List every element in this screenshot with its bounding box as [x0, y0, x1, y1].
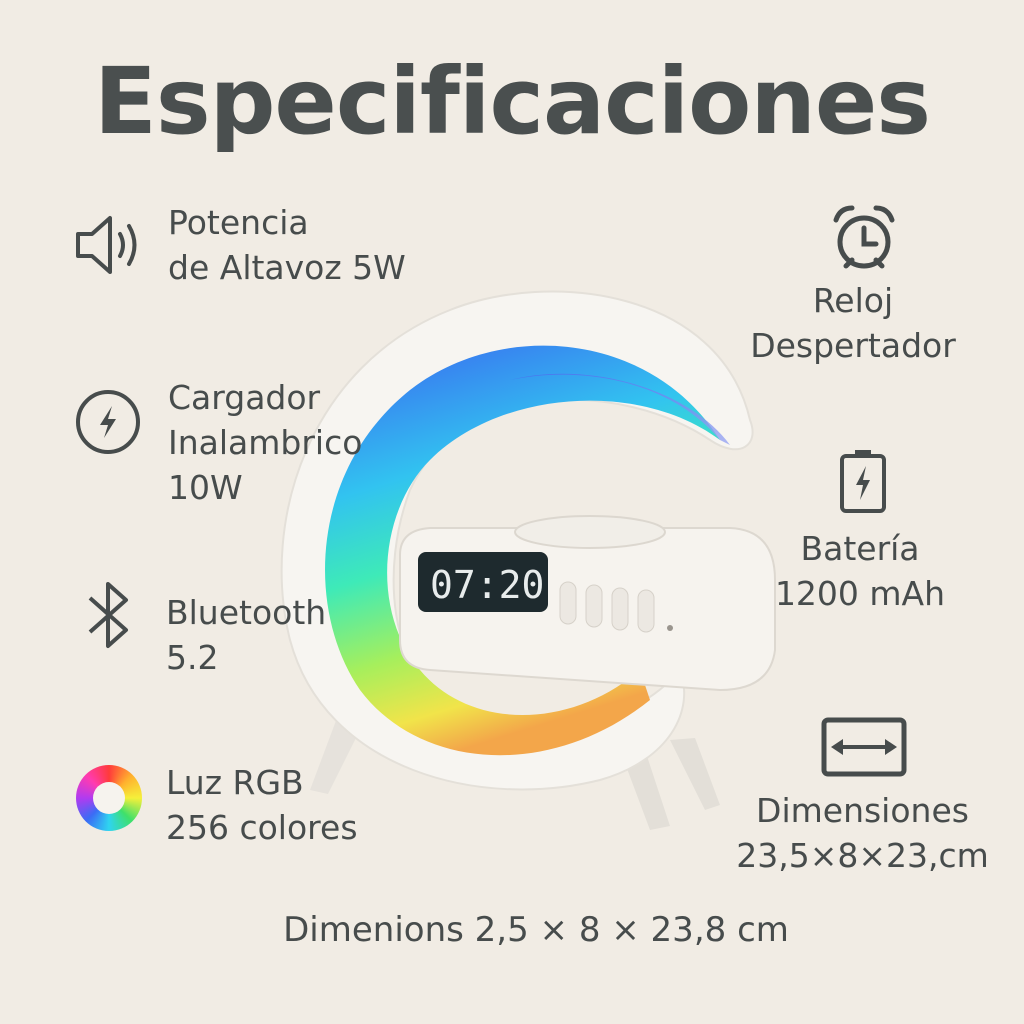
text-line: Inalambrico [168, 423, 363, 462]
text-line: 5.2 [166, 638, 219, 677]
page-title: Especificaciones [93, 48, 931, 155]
text-line: 256 colores [166, 808, 358, 847]
rgb-ring-icon [76, 765, 142, 831]
text-line: Cargador [168, 378, 321, 417]
leg [670, 738, 720, 810]
clock-button [611, 587, 629, 631]
footer-dimensions: Dimenions 2,5 × 8 × 23,8 cm [283, 910, 789, 950]
text-line: 1200 mAh [774, 574, 946, 613]
text-line: Despertador [750, 326, 956, 365]
text-line: Batería [800, 529, 920, 568]
speaker-icon [76, 216, 137, 274]
text-line: Bluetooth [166, 593, 327, 632]
battery-text: Batería 1200 mAh [750, 526, 970, 616]
rgb-light-text: Luz RGB 256 colores [166, 760, 358, 850]
battery-icon [840, 450, 886, 513]
text-line: Dimensiones [756, 791, 969, 830]
clock-button [559, 581, 577, 625]
clock-time: 07:20 [430, 563, 544, 607]
lightning-circle-icon [76, 390, 140, 454]
text-line: Reloj [812, 281, 894, 320]
leg [620, 750, 670, 830]
alarm-clock-text: Reloj Despertador [740, 278, 966, 368]
text-line: 10W [168, 468, 243, 507]
product-image: 07:20 [280, 290, 776, 830]
text-line: Potencia [168, 203, 309, 242]
clock-button [637, 589, 655, 633]
clock-button [585, 584, 603, 628]
text-line: 23,5×8×23,cm [736, 836, 989, 875]
rgb-light-ring [325, 345, 720, 756]
alarm-clock-icon [833, 205, 895, 269]
bluetooth-icon [88, 582, 128, 648]
wireless-charger-text: Cargador Inalambrico 10W [168, 375, 362, 510]
dimensions-arrow-icon [821, 717, 907, 777]
text-line: de Altavoz 5W [168, 248, 406, 287]
dimensions-text: Dimensiones 23,5×8×23,cm [730, 788, 995, 878]
speaker-power-text: Potencia de Altavoz 5W [168, 200, 406, 290]
clock-display [418, 552, 548, 612]
wireless-charging-pad [514, 515, 666, 549]
text-line: Luz RGB [166, 763, 304, 802]
bluetooth-text: Bluetooth 5.2 [166, 590, 326, 680]
